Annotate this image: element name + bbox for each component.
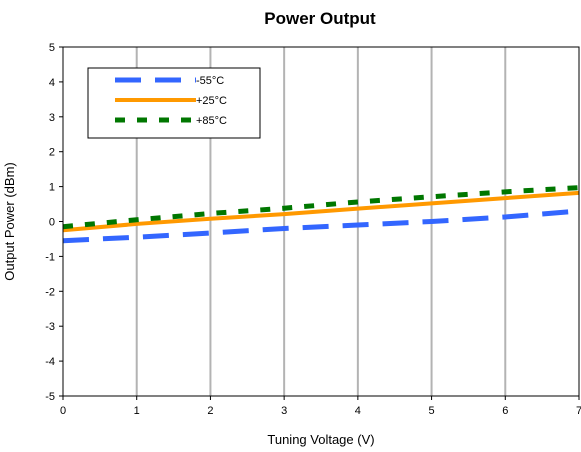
- y-tick-label: 3: [49, 112, 55, 124]
- y-tick-label: -5: [45, 391, 55, 403]
- x-tick-label: 4: [355, 405, 361, 417]
- y-tick-label: 4: [49, 77, 55, 89]
- y-tick-label: 0: [49, 217, 55, 229]
- y-axis-label: Output Power (dBm): [2, 162, 17, 281]
- legend-entry: +85°C: [196, 115, 227, 127]
- y-tick-label: 2: [49, 147, 55, 159]
- x-tick-label: 2: [207, 405, 213, 417]
- x-axis-ticks: 0 1 2 3 4 5 6 7: [60, 396, 581, 417]
- x-tick-label: 6: [502, 405, 508, 417]
- y-tick-label: -3: [45, 321, 55, 333]
- series-layer: [62, 185, 580, 244]
- chart-title: Power Output: [264, 9, 376, 28]
- legend-entry: +25°C: [196, 95, 227, 107]
- series-line-3: [62, 185, 580, 230]
- y-tick-label: 1: [49, 182, 55, 194]
- x-axis-label: Tuning Voltage (V): [267, 432, 374, 447]
- x-tick-label: 3: [281, 405, 287, 417]
- legend: -55°C +25°C +85°C: [87, 67, 261, 139]
- x-tick-label: 1: [134, 405, 140, 417]
- y-axis-ticks: -5 -4 -3 -2 -1 0 1 2 3 4 5: [45, 42, 63, 403]
- y-tick-label: -1: [45, 251, 55, 263]
- x-tick-label: 5: [429, 405, 435, 417]
- legend-entry: -55°C: [196, 75, 224, 87]
- x-tick-label: 0: [60, 405, 66, 417]
- y-tick-label: -2: [45, 286, 55, 298]
- x-tick-label: 7: [576, 405, 581, 417]
- y-tick-label: -4: [45, 356, 55, 368]
- series-line-2: [62, 190, 580, 233]
- series-line-1: [62, 208, 580, 244]
- y-tick-label: 5: [49, 42, 55, 54]
